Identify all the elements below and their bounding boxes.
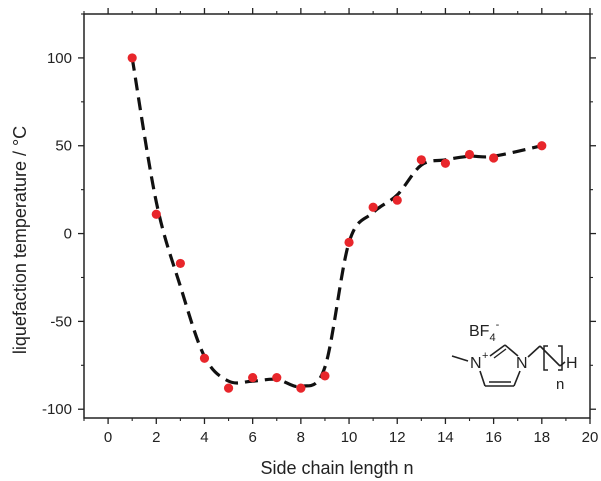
data-point <box>489 153 499 163</box>
y-tick-label: 50 <box>55 138 72 155</box>
data-point <box>175 258 185 269</box>
repeat-bracket-right <box>558 345 563 371</box>
data-point <box>368 202 378 212</box>
methyl-bond <box>451 355 469 362</box>
data-points-layer <box>127 53 547 393</box>
ring-bond <box>504 344 519 357</box>
x-tick-label: 0 <box>104 429 112 446</box>
y-tick-label: 0 <box>64 226 72 243</box>
anion-subscript: 4 <box>489 332 495 344</box>
axes <box>83 13 591 419</box>
svg-text:BF4-: BF4- <box>469 319 500 344</box>
data-point <box>440 158 451 168</box>
y-tick-label: 100 <box>47 50 72 67</box>
n-atom-2: N <box>516 355 528 372</box>
data-point <box>127 53 137 63</box>
anion-superscript: - <box>496 319 500 331</box>
data-point <box>344 237 354 247</box>
ring-bond <box>489 344 506 357</box>
tick-labels: 0 2 4 6 8 10 12 14 16 18 20 -100 -50 0 50 100 <box>42 50 598 446</box>
anion-label: BF4- <box>469 319 500 344</box>
data-point <box>272 373 282 383</box>
x-tick-label: 8 <box>297 429 305 446</box>
data-point <box>464 149 475 160</box>
repeat-label: n <box>556 376 564 393</box>
x-tick-label: 6 <box>248 429 256 446</box>
data-point <box>296 383 306 393</box>
chain-bond <box>527 345 541 358</box>
repeat-bracket-left <box>543 345 548 371</box>
ring-double-bond <box>493 348 507 359</box>
anion-symbol: BF <box>469 323 490 340</box>
chain-bond <box>539 345 561 367</box>
data-point <box>537 141 547 151</box>
x-tick-label: 16 <box>485 429 502 446</box>
tick-marks <box>78 8 596 424</box>
plot-frame <box>83 13 591 419</box>
data-point <box>320 371 330 381</box>
y-axis-title: liquefaction temperature / °C <box>10 126 30 354</box>
terminal-atom: H <box>566 355 578 372</box>
data-point <box>392 195 402 205</box>
x-tick-label: 10 <box>341 429 358 446</box>
x-tick-label: 12 <box>389 429 406 446</box>
x-tick-label: 2 <box>152 429 160 446</box>
x-axis-title: Side chain length n <box>260 458 413 478</box>
x-tick-label: 14 <box>437 429 454 446</box>
data-point <box>151 209 161 219</box>
n-atom-1: N <box>470 355 482 372</box>
data-point <box>199 353 210 363</box>
data-point <box>223 383 234 393</box>
x-tick-label: 4 <box>200 429 208 446</box>
ring-bond <box>479 370 486 387</box>
data-point <box>248 373 258 383</box>
data-point <box>416 155 426 165</box>
ring-bond <box>513 370 521 387</box>
x-tick-label: 18 <box>533 429 550 446</box>
n-atom-1-charge: + <box>482 350 488 362</box>
y-tick-label: -100 <box>42 401 72 418</box>
y-tick-label: -50 <box>50 313 72 330</box>
imidazolium-structure-diagram: BF4- N + N H n <box>451 319 578 393</box>
x-tick-label: 20 <box>582 429 599 446</box>
